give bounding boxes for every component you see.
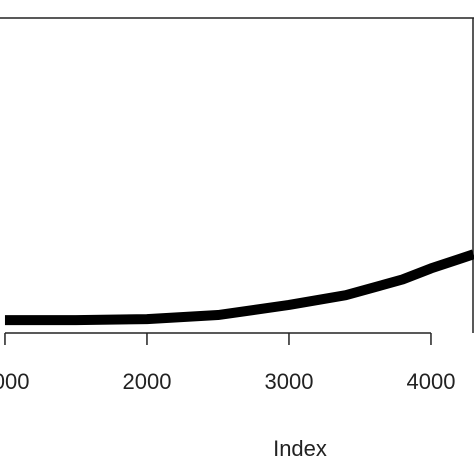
- x-tick-label: 1000: [0, 369, 29, 394]
- x-tick-label: 2000: [122, 369, 171, 394]
- x-tick-label: 3000: [264, 369, 313, 394]
- data-line: [4, 249, 474, 326]
- x-tick-label: 4000: [406, 369, 455, 394]
- x-axis-label: Index: [273, 436, 327, 461]
